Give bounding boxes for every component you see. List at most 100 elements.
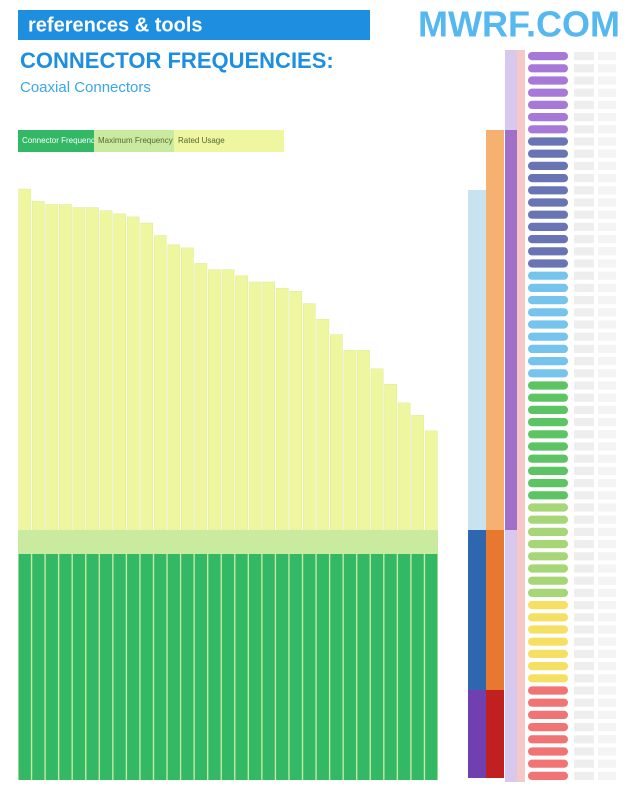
cell (598, 710, 616, 719)
cell (574, 771, 594, 780)
cell (574, 686, 594, 695)
cell (574, 454, 594, 463)
cell (598, 418, 616, 427)
bar (153, 235, 167, 531)
cell (598, 771, 616, 780)
pill (528, 344, 568, 353)
reference-table (468, 50, 616, 782)
pill (528, 588, 568, 597)
cell (574, 222, 594, 231)
bar (330, 334, 343, 531)
cell (574, 125, 594, 134)
cell (598, 430, 616, 439)
pill (528, 283, 568, 292)
bar (99, 210, 113, 531)
pill (528, 649, 568, 658)
chart-subtitle: Coaxial Connectors (20, 79, 151, 96)
pill (528, 637, 568, 646)
cell (598, 698, 616, 707)
cell (574, 271, 594, 280)
cell (574, 259, 594, 268)
pill (528, 247, 568, 256)
cell (574, 613, 594, 622)
cell (598, 161, 616, 170)
cell (598, 503, 616, 512)
cell (574, 625, 594, 634)
cell (574, 76, 594, 85)
cell (598, 88, 616, 97)
cell (574, 710, 594, 719)
pill (528, 369, 568, 378)
cell (574, 405, 594, 414)
pill (528, 430, 568, 439)
category-lane (235, 554, 248, 780)
pill (528, 259, 568, 268)
category-lane (167, 554, 180, 780)
cell (598, 552, 616, 561)
pill (528, 222, 568, 231)
cell (598, 357, 616, 366)
pill (528, 113, 568, 122)
cell (598, 601, 616, 610)
pill (528, 576, 568, 585)
cell (598, 405, 616, 414)
bar (275, 287, 289, 531)
cell (598, 76, 616, 85)
cell (574, 552, 594, 561)
cell (574, 442, 594, 451)
cell (574, 357, 594, 366)
cell (598, 686, 616, 695)
brand: references & tools (28, 14, 203, 36)
category-lane (330, 554, 343, 780)
pill (528, 674, 568, 683)
cell (574, 393, 594, 402)
pill (528, 442, 568, 451)
pill (528, 186, 568, 195)
bar (72, 207, 86, 531)
cell (574, 52, 594, 61)
band (468, 530, 486, 690)
cell (574, 369, 594, 378)
cell (574, 479, 594, 488)
cell (598, 515, 616, 524)
cell (598, 454, 616, 463)
bar (316, 318, 330, 531)
cell (598, 100, 616, 109)
category-lane (154, 554, 167, 780)
cell (598, 344, 616, 353)
cell (598, 235, 616, 244)
cell (598, 393, 616, 402)
pill (528, 161, 568, 170)
category-lane (72, 554, 86, 780)
cell (598, 113, 616, 122)
band (505, 130, 517, 530)
cell (574, 735, 594, 744)
cell (574, 503, 594, 512)
cell (598, 64, 616, 73)
cell (598, 442, 616, 451)
cell (574, 491, 594, 500)
bar (302, 303, 316, 531)
pill (528, 540, 568, 549)
category-lane (86, 554, 99, 780)
cell (598, 174, 616, 183)
category-lane (262, 554, 275, 780)
category-lane (140, 554, 153, 780)
pill (528, 686, 568, 695)
cell (598, 527, 616, 536)
pill (528, 491, 568, 500)
cell (574, 601, 594, 610)
pill (528, 771, 568, 780)
cell (598, 52, 616, 61)
cell (598, 283, 616, 292)
pill (528, 601, 568, 610)
band (468, 690, 486, 778)
bar (235, 275, 248, 531)
cell (574, 137, 594, 146)
column (517, 50, 525, 782)
pill (528, 698, 568, 707)
cell (598, 613, 616, 622)
cell (574, 674, 594, 683)
cell (574, 149, 594, 158)
cell (598, 332, 616, 341)
